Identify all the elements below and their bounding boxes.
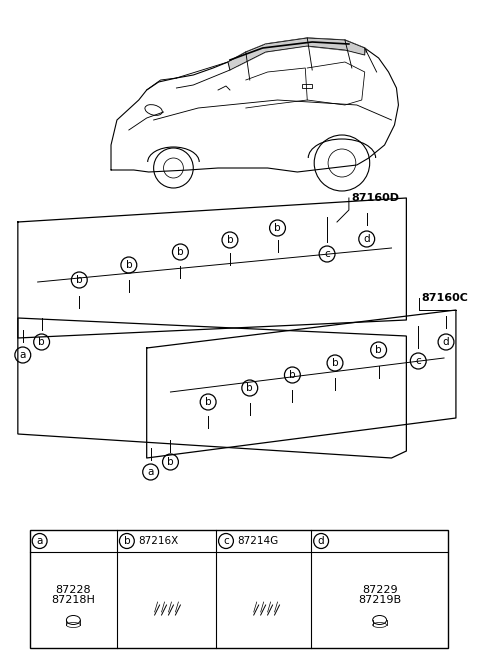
Text: b: b bbox=[38, 337, 45, 347]
Text: c: c bbox=[415, 356, 421, 366]
Polygon shape bbox=[228, 44, 265, 70]
Text: 87160C: 87160C bbox=[421, 293, 468, 303]
Text: b: b bbox=[167, 457, 174, 467]
Text: c: c bbox=[223, 536, 229, 546]
Text: d: d bbox=[443, 337, 449, 347]
Text: 87218H: 87218H bbox=[51, 595, 96, 605]
Polygon shape bbox=[265, 38, 365, 55]
Text: b: b bbox=[289, 370, 296, 380]
Bar bbox=[302, 84, 312, 88]
Text: 87219B: 87219B bbox=[358, 595, 401, 605]
Text: a: a bbox=[147, 467, 154, 477]
Polygon shape bbox=[228, 38, 367, 66]
Text: b: b bbox=[375, 345, 382, 355]
Text: b: b bbox=[274, 223, 281, 233]
Text: a: a bbox=[20, 350, 26, 360]
Text: b: b bbox=[177, 247, 184, 257]
Text: 87216X: 87216X bbox=[138, 536, 178, 546]
Text: b: b bbox=[126, 260, 132, 270]
Text: d: d bbox=[318, 536, 324, 546]
Text: 87229: 87229 bbox=[362, 585, 397, 595]
Text: b: b bbox=[227, 235, 233, 245]
Text: b: b bbox=[123, 536, 130, 546]
Text: b: b bbox=[205, 397, 212, 407]
Text: 87214G: 87214G bbox=[237, 536, 278, 546]
Text: 87160D: 87160D bbox=[352, 193, 400, 203]
Text: d: d bbox=[363, 234, 370, 244]
Text: b: b bbox=[76, 275, 83, 285]
Text: b: b bbox=[332, 358, 338, 368]
Text: c: c bbox=[324, 249, 330, 259]
Text: 87228: 87228 bbox=[56, 585, 91, 595]
Text: b: b bbox=[246, 383, 253, 393]
Bar bbox=[30, 530, 448, 648]
Text: a: a bbox=[36, 536, 43, 546]
